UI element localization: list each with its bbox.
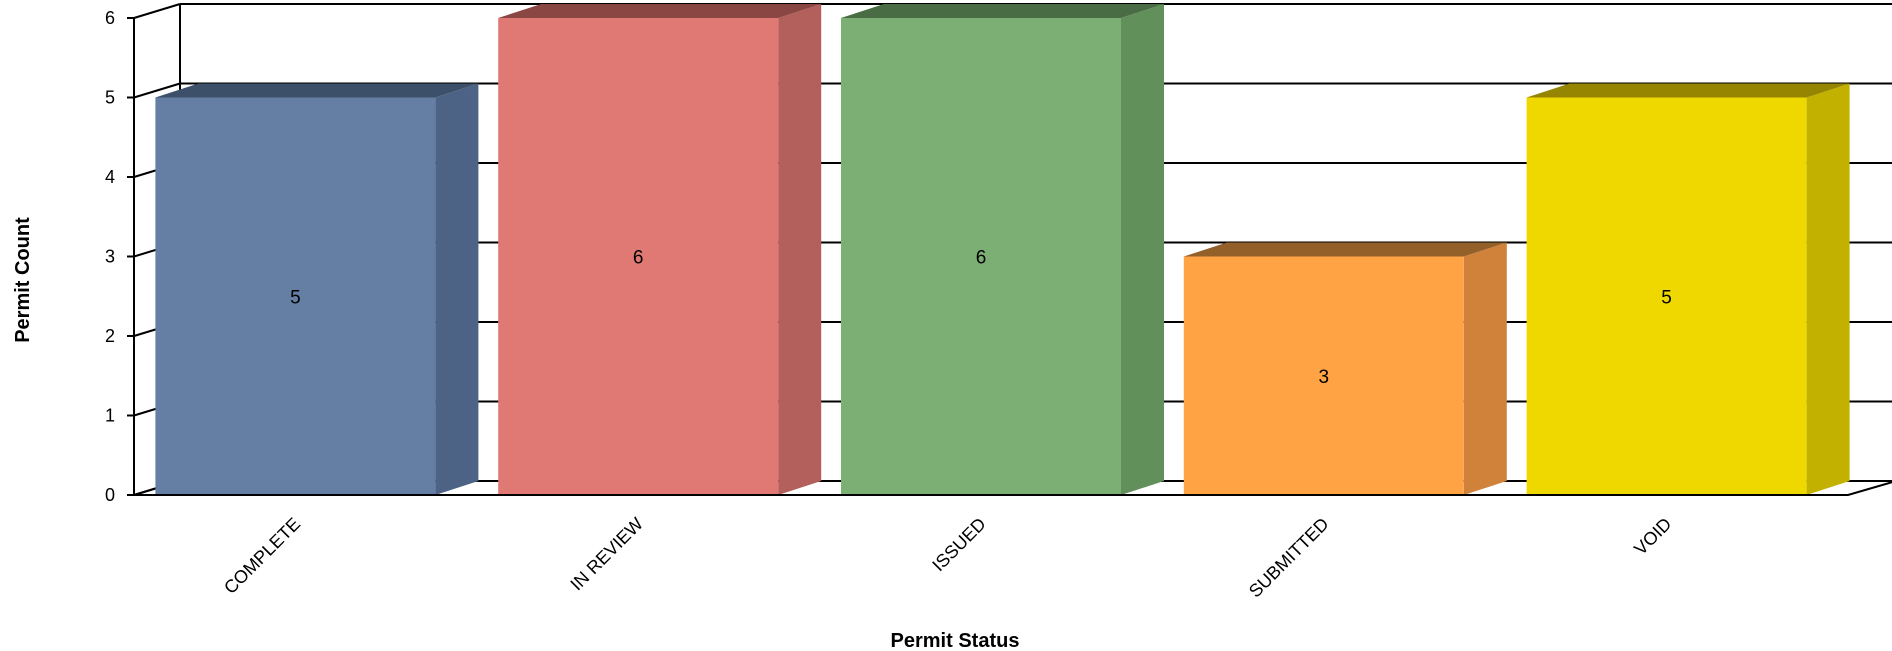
bar-front-face: [498, 18, 779, 495]
bar-top-face: [155, 83, 479, 98]
x-axis-title: Permit Status: [891, 630, 1020, 651]
side-wall-gridline: [133, 3, 181, 19]
bar-side-face: [778, 4, 822, 495]
bar-data-label: 5: [290, 287, 301, 308]
bar-side-face: [435, 83, 479, 495]
bar-side-face: [1806, 83, 1850, 495]
y-tick-label: 0: [105, 485, 115, 505]
bar-top-face: [1183, 242, 1507, 257]
bar-side-face: [1463, 242, 1507, 495]
x-tick-label: IN REVIEW: [566, 514, 647, 595]
bar-front-face: [1526, 97, 1807, 495]
x-tick-label: ISSUED: [928, 514, 990, 576]
bar-data-label: 5: [1661, 287, 1672, 308]
y-tick-label: 1: [105, 406, 115, 426]
bar-side-face: [1121, 4, 1164, 495]
bar-front-face: [841, 18, 1121, 495]
y-tick-label: 4: [105, 167, 115, 187]
bar-front-face: [1183, 256, 1464, 495]
bar-data-label: 6: [633, 248, 644, 269]
bar-complete: [155, 83, 479, 495]
x-tick-label: VOID: [1630, 514, 1675, 559]
y-tick-label: 6: [105, 8, 115, 28]
x-tick-label: COMPLETE: [220, 514, 304, 598]
y-tick-label: 5: [105, 88, 115, 108]
bar-data-label: 3: [1319, 367, 1330, 388]
x-tick-label: SUBMITTED: [1245, 514, 1333, 602]
y-tick-label: 3: [105, 247, 115, 267]
bar-submitted: [1183, 242, 1507, 495]
y-axis-title: Permit Count: [12, 217, 34, 343]
bar-void: [1526, 83, 1850, 495]
bar-in-review: [498, 4, 822, 495]
y-tick-label: 2: [105, 326, 115, 346]
side-wall-gridline: [133, 82, 181, 99]
bar-top-face: [1526, 83, 1850, 98]
bar-layer: [134, 4, 1850, 496]
bar-issued: [841, 4, 1164, 495]
bar-top-face: [841, 4, 1164, 18]
bar-data-label: 6: [976, 248, 987, 269]
bar-front-face: [155, 97, 436, 495]
bar-top-face: [498, 4, 822, 18]
